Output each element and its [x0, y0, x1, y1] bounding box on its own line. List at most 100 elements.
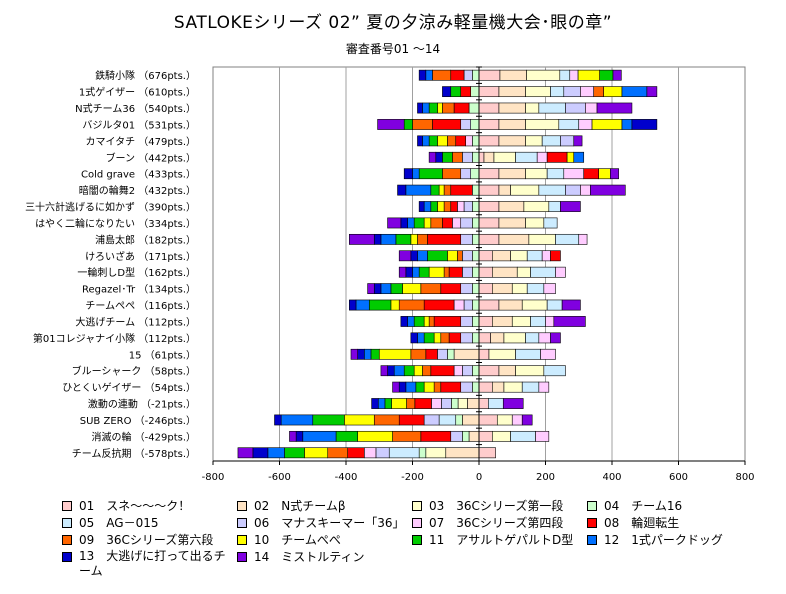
bar-segment	[453, 348, 480, 360]
bar-segment	[528, 233, 556, 245]
bar-segment	[423, 316, 430, 327]
bar-segment	[521, 299, 548, 311]
bar-segment	[472, 332, 480, 344]
bar-segment	[428, 151, 437, 163]
bar-segment	[432, 69, 452, 81]
bar-segment	[380, 365, 388, 377]
bar-segment	[410, 348, 427, 360]
bar-segment	[478, 135, 500, 147]
bar-segment	[478, 119, 500, 130]
bar-segment	[491, 250, 511, 262]
bar-segment	[423, 201, 432, 212]
bar-segment	[391, 398, 407, 409]
bar-segment	[390, 299, 400, 311]
legend-swatch	[587, 535, 597, 545]
x-tick-label: 600	[669, 472, 688, 483]
bar-segment	[465, 135, 473, 147]
legend-label: 11 アサルトゲパルトD型	[429, 533, 574, 547]
bar-segment	[418, 447, 427, 459]
legend-label: 06 マナスキーマー「36」	[254, 516, 405, 530]
bar-segment	[410, 250, 418, 262]
bar-segment	[392, 381, 400, 393]
bar-segment	[511, 316, 531, 327]
bar-segment	[400, 217, 408, 229]
legend-swatch	[412, 518, 422, 528]
bar-segment	[563, 168, 585, 180]
bar-segment	[478, 184, 500, 196]
bar-segment	[371, 398, 379, 409]
bar-segment	[442, 168, 462, 180]
bar-segment	[450, 184, 473, 196]
bar-segment	[462, 414, 480, 426]
bar-segment	[559, 69, 571, 81]
bar-segment	[478, 365, 500, 377]
bar-segment	[525, 168, 548, 180]
bar-segment	[478, 266, 493, 278]
category-label: はやく二輪になりたい （334pts.）	[35, 217, 196, 230]
bar-segment	[415, 381, 425, 393]
bar-segment	[448, 332, 462, 344]
legend-swatch	[412, 535, 422, 545]
bar-segment	[380, 283, 392, 295]
bar-segment	[498, 86, 526, 98]
bar-segment	[502, 398, 524, 409]
legend-label: 05 AG－015	[79, 516, 159, 530]
bar-segment	[462, 365, 473, 377]
category-label: バジルタ01 （531pts.）	[82, 119, 196, 131]
bar-segment	[252, 447, 269, 459]
bar-segment	[442, 86, 452, 98]
bar-segment	[478, 151, 485, 163]
bar-segment	[478, 233, 500, 245]
bar-segment	[521, 414, 533, 426]
bar-segment	[397, 184, 407, 196]
bar-segment	[452, 151, 463, 163]
bar-segment	[413, 365, 423, 377]
bar-segment	[418, 201, 425, 212]
bar-segment	[478, 348, 490, 360]
bar-segment	[390, 283, 403, 295]
bar-segment	[457, 398, 468, 409]
legend-swatch	[62, 518, 72, 528]
bar-segment	[610, 168, 619, 180]
bar-segment	[420, 430, 452, 442]
bar-segment	[417, 102, 423, 114]
bar-segment	[280, 414, 314, 426]
bar-segment	[478, 398, 489, 409]
bar-segment	[422, 135, 430, 147]
bar-segment	[398, 250, 412, 262]
bar-segment	[437, 348, 448, 360]
bar-segment	[267, 447, 285, 459]
bar-segment	[580, 86, 595, 98]
bar-segment	[344, 414, 375, 426]
bar-segment	[577, 69, 600, 81]
legend-swatch	[237, 501, 247, 511]
bar-segment	[525, 332, 540, 344]
bar-segment	[472, 266, 480, 278]
bar-segment	[472, 233, 480, 245]
chart-subtitle: 審査番号01 ～14	[345, 42, 441, 56]
bar-segment	[400, 316, 408, 327]
bar-segment	[523, 201, 550, 212]
bar-segment	[274, 414, 282, 426]
bar-segment	[460, 168, 471, 180]
bar-segment	[498, 201, 525, 212]
bar-segment	[493, 151, 516, 163]
bar-segment	[545, 316, 555, 327]
bar-segment	[510, 430, 536, 442]
category-label: Cold grave （433pts.）	[81, 169, 196, 181]
bar-segment	[457, 250, 463, 262]
bar-segment	[410, 233, 418, 245]
legend-label: 03 36Cシリーズ第一段	[429, 499, 564, 513]
bar-segment	[515, 151, 538, 163]
bar-segment	[373, 233, 382, 245]
category-label: SUB ZERO （-246pts.）	[80, 415, 196, 427]
bar-segment	[491, 266, 518, 278]
bar-segment	[367, 283, 375, 295]
bar-segment	[535, 430, 550, 442]
bar-segment	[550, 250, 561, 262]
bar-segment	[430, 184, 440, 196]
bar-segment	[472, 381, 480, 393]
bar-segment	[496, 414, 513, 426]
bar-segment	[478, 217, 500, 229]
bar-segment	[478, 381, 493, 393]
